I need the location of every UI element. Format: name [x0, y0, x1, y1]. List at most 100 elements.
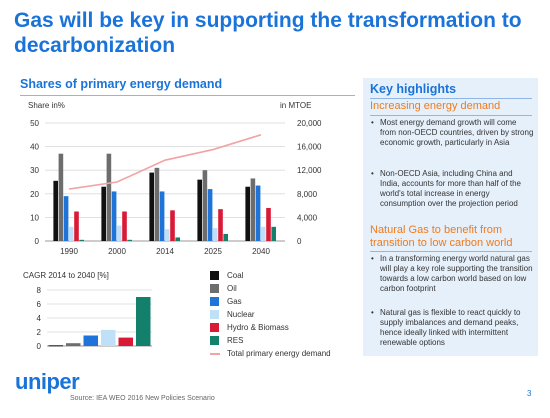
bullet-gas-2: Natural gas is flexible to react quickly… [370, 308, 534, 348]
bar-nuclear-2040 [261, 226, 266, 241]
bar-nuclear-1990 [69, 226, 74, 241]
key-highlights-title: Key highlights [370, 82, 457, 96]
y-left-tick-label: 20 [30, 190, 39, 199]
cagr-bar-hydro-biomass [118, 337, 133, 346]
cagr-bar-nuclear [101, 329, 116, 346]
page-number: 3 [527, 389, 532, 398]
y-right-tick-label: 16,000 [297, 143, 322, 152]
legend-label: RES [227, 336, 244, 345]
legend-label: Coal [227, 271, 244, 280]
legend-item: Oil [210, 283, 370, 294]
bar-coal-2000 [101, 186, 106, 241]
legend-item: RES [210, 335, 370, 346]
bar-gas-2000 [111, 191, 117, 241]
total-demand-line [68, 134, 262, 190]
y-right-tick-label: 0 [297, 237, 302, 246]
y-right-tick-label: 12,000 [297, 166, 322, 175]
chart-subtitle: Shares of primary energy demand [20, 77, 223, 91]
bar-hydro-biomass-2014 [170, 210, 175, 241]
legend-swatch [210, 336, 219, 345]
bar-coal-2014 [149, 172, 154, 241]
bar-gas-2014 [159, 191, 165, 241]
x-tick-label: 2000 [108, 247, 126, 256]
panel-divider [370, 98, 532, 99]
y-left-tick-label: 0 [35, 237, 40, 246]
source-note: Source: IEA WEO 2016 New Policies Scenar… [70, 395, 215, 402]
section-title-gas: Natural Gas to benefit from transition t… [370, 224, 513, 249]
y-left-tick-label: 10 [30, 213, 39, 222]
y-tick-label: 4 [37, 314, 42, 323]
cagr-bar-gas [83, 335, 98, 346]
bar-coal-2025 [197, 179, 202, 241]
bar-res-2014 [175, 237, 180, 241]
bar-oil-1990 [58, 153, 64, 241]
slide-title: Gas will be key in supporting the transf… [14, 9, 522, 57]
legend-swatch [210, 284, 219, 293]
y-tick-label: 0 [37, 342, 42, 351]
section-title-demand: Increasing energy demand [370, 100, 501, 112]
bar-hydro-biomass-2025 [218, 209, 223, 241]
bar-hydro-biomass-2000 [122, 211, 127, 241]
energy-share-chart: Share in% in MTOE 0 10 20 30 40 50 0 4,000 8,000 12… [28, 101, 322, 256]
bar-nuclear-2000 [117, 225, 122, 241]
cagr-chart-title: CAGR 2014 to 2040 [%] [23, 271, 109, 280]
x-tick-label: 2014 [156, 247, 174, 256]
section-divider [370, 251, 532, 252]
bullet-demand-1: Most energy demand growth will come from… [370, 118, 534, 148]
x-tick-label: 2025 [204, 247, 222, 256]
bar-res-2040 [271, 226, 276, 241]
cagr-chart: CAGR 2014 to 2040 [%] 0 2 4 6 8 [23, 271, 152, 351]
bar-oil-2014 [154, 167, 160, 241]
section-divider [370, 115, 532, 116]
bar-res-2000 [127, 239, 132, 241]
bar-oil-2000 [106, 153, 112, 241]
legend-item: Nuclear [210, 309, 370, 320]
y-left-tick-label: 40 [30, 143, 39, 152]
y-left-tick-label: 50 [30, 119, 39, 128]
y-right-tick-label: 8,000 [297, 190, 318, 199]
legend-label: Total primary energy demand [227, 349, 331, 358]
bar-res-2025 [223, 233, 228, 241]
bar-gas-2025 [207, 189, 213, 241]
legend-swatch [210, 310, 219, 319]
legend-label: Hydro & Biomass [227, 323, 289, 332]
y-left-tick-label: 30 [30, 166, 39, 175]
legend-swatch [210, 297, 219, 306]
subtitle-divider [20, 95, 355, 96]
bar-nuclear-2014 [165, 229, 170, 241]
legend-item: Total primary energy demand [210, 348, 370, 359]
legend-label: Oil [227, 284, 237, 293]
y-right-tick-label: 4,000 [297, 213, 318, 222]
bullet-demand-2: Non-OECD Asia, including China and India… [370, 169, 534, 209]
bar-gas-2040 [255, 185, 261, 241]
y-tick-label: 2 [37, 328, 42, 337]
bullet-gas-1: In a transforming energy world natural g… [370, 254, 534, 294]
legend-label: Nuclear [227, 310, 255, 319]
bar-oil-2040 [250, 178, 256, 241]
uniper-logo: uniper [15, 369, 80, 394]
bar-hydro-biomass-1990 [74, 211, 79, 241]
legend-swatch [210, 323, 219, 332]
x-tick-label: 2040 [252, 247, 270, 256]
cagr-bar-res [136, 297, 151, 346]
key-highlights-panel: Key highlights Increasing energy demand … [363, 78, 538, 356]
y-right-axis-label: in MTOE [280, 101, 311, 110]
x-tick-label: 1990 [60, 247, 78, 256]
y-tick-label: 6 [37, 300, 42, 309]
y-left-axis-label: Share in% [28, 101, 65, 110]
legend-swatch [210, 353, 220, 355]
bar-res-1990 [79, 239, 84, 241]
bar-coal-2040 [245, 186, 250, 241]
cagr-bar-oil [66, 343, 81, 346]
legend-label: Gas [227, 297, 242, 306]
cagr-bar-coal [48, 345, 63, 347]
y-right-tick-label: 20,000 [297, 119, 322, 128]
bar-oil-2025 [202, 170, 208, 241]
bar-coal-1990 [53, 180, 58, 241]
legend-item: Hydro & Biomass [210, 322, 370, 333]
bar-gas-1990 [63, 196, 69, 241]
legend-swatch [210, 271, 219, 280]
y-tick-label: 8 [37, 286, 42, 295]
legend-item: Coal [210, 270, 370, 281]
legend-item: Gas [210, 296, 370, 307]
